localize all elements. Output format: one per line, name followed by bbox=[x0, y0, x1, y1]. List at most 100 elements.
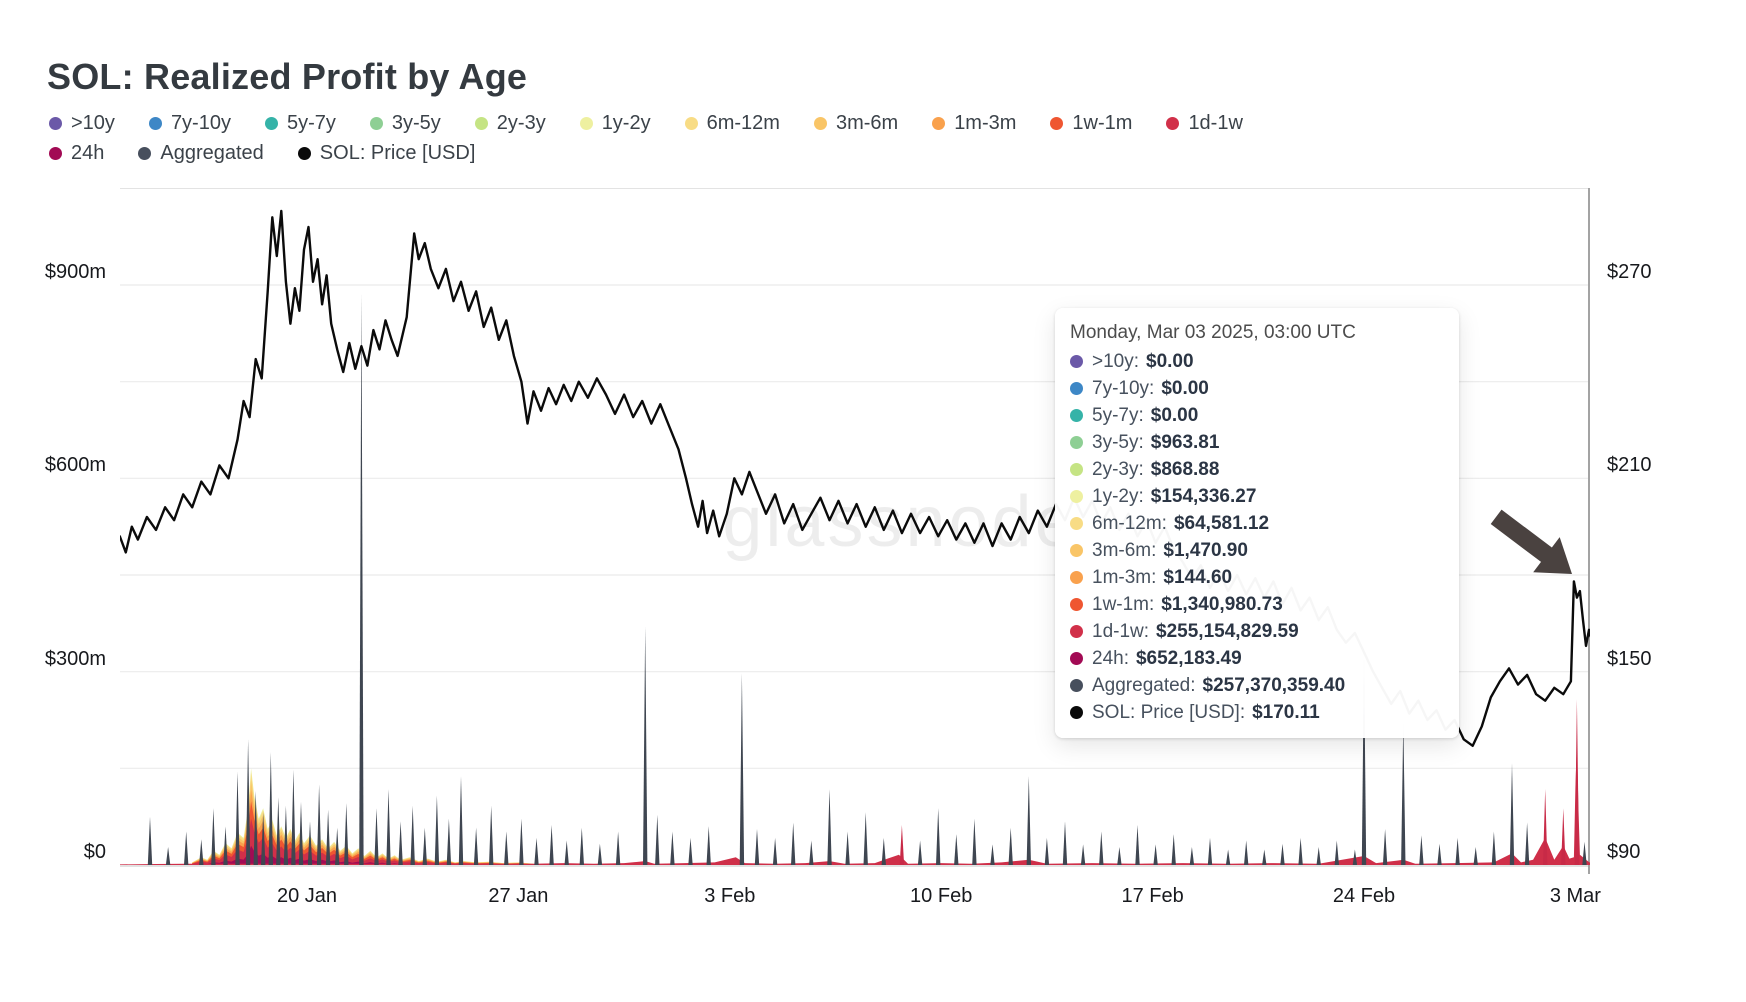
tooltip-value: $1,340,980.73 bbox=[1161, 594, 1283, 615]
realized-profit-spike bbox=[739, 673, 745, 865]
legend-item-6m-12m[interactable]: 6m-12m bbox=[684, 112, 780, 135]
realized-profit-spike bbox=[374, 808, 379, 865]
realized-profit-spike bbox=[688, 837, 693, 865]
legend-label: 24h bbox=[71, 142, 105, 164]
legend-item-24h[interactable]: 24h bbox=[49, 142, 104, 165]
tooltip-label: 1w-1m: bbox=[1092, 594, 1155, 615]
realized-profit-spike bbox=[1135, 825, 1140, 865]
realized-profit-spike bbox=[917, 840, 923, 865]
tooltip-dot-icon bbox=[1070, 625, 1083, 638]
realized-profit-spike bbox=[1044, 837, 1050, 865]
legend-item-sol-price-usd-[interactable]: SOL: Price [USD] bbox=[297, 142, 476, 165]
tooltip-label: 2y-3y: bbox=[1092, 459, 1144, 480]
realized-profit-spike bbox=[1062, 821, 1068, 865]
tooltip-dot-icon bbox=[1070, 463, 1083, 476]
x-axis-tick: 27 Jan bbox=[488, 885, 549, 907]
tooltip-value: $652,183.49 bbox=[1135, 648, 1242, 669]
realized-profit-spike bbox=[147, 816, 153, 865]
tooltip-label: 1m-3m: bbox=[1092, 567, 1157, 588]
legend-label: 5y-7y bbox=[286, 112, 336, 134]
realized-profit-spike bbox=[398, 821, 403, 865]
realized-profit-spike bbox=[473, 827, 479, 865]
tooltip-dot-icon bbox=[1070, 598, 1083, 611]
tooltip-dot-icon bbox=[1070, 409, 1083, 422]
legend-item-1y-2y[interactable]: 1y-2y bbox=[579, 112, 651, 135]
realized-profit-spike bbox=[1298, 837, 1303, 865]
realized-profit-spike bbox=[344, 803, 349, 865]
right-axis-tick: $90 bbox=[1607, 841, 1641, 863]
realized-profit-spike bbox=[211, 808, 216, 865]
chart-plot-area[interactable]: glassnode bbox=[118, 188, 1592, 880]
realized-profit-spike bbox=[1316, 847, 1321, 865]
realized-profit-spike bbox=[564, 840, 569, 865]
legend-item-3m-6m[interactable]: 3m-6m bbox=[813, 112, 899, 135]
realized-profit-spike bbox=[359, 292, 364, 865]
legend-label: 2y-3y bbox=[496, 112, 546, 134]
legend-dot-icon bbox=[49, 117, 62, 130]
legend-item-1d-1w[interactable]: 1d-1w bbox=[1166, 112, 1243, 135]
realized-profit-spike bbox=[1382, 828, 1388, 865]
tooltip-value: $64,581.12 bbox=[1173, 513, 1270, 534]
realized-profit-spike bbox=[1099, 831, 1104, 865]
realized-profit-spike bbox=[268, 752, 273, 865]
tooltip-row: 3m-6m: $1,470.90 bbox=[1070, 537, 1444, 564]
legend-item-3y-5y[interactable]: 3y-5y bbox=[369, 112, 441, 135]
legend-label: 1y-2y bbox=[601, 112, 651, 134]
tooltip-value: $257,370,359.40 bbox=[1202, 675, 1346, 696]
realized-profit-spike bbox=[1524, 822, 1530, 865]
legend-dot-icon bbox=[1050, 117, 1064, 130]
legend-item-7y-10y[interactable]: 7y-10y bbox=[148, 112, 231, 135]
legend-label: Aggregated bbox=[160, 142, 264, 164]
realized-profit-spike bbox=[827, 789, 832, 865]
legend-label: SOL: Price [USD] bbox=[319, 142, 476, 164]
legend-item-2y-3y[interactable]: 2y-3y bbox=[474, 112, 546, 135]
realized-profit-spike bbox=[1437, 843, 1442, 865]
tooltip-row: 24h: $652,183.49 bbox=[1070, 645, 1444, 672]
legend-item-aggregated[interactable]: Aggregated bbox=[138, 142, 264, 165]
realized-profit-spike bbox=[615, 831, 621, 865]
legend-dot-icon bbox=[1166, 117, 1180, 130]
legend-label: 1d-1w bbox=[1188, 112, 1243, 134]
legend-label: 3y-5y bbox=[391, 112, 441, 134]
legend-item-1w-1m[interactable]: 1w-1m bbox=[1050, 112, 1132, 135]
tooltip-dot-icon bbox=[1070, 517, 1083, 530]
page-title: SOL: Realized Profit by Age bbox=[47, 56, 528, 97]
legend-label: 3m-6m bbox=[835, 112, 899, 134]
realized-profit-spike bbox=[489, 805, 494, 865]
tooltip-row: 7y-10y: $0.00 bbox=[1070, 375, 1444, 402]
realized-profit-spike bbox=[1491, 831, 1497, 865]
realized-profit-spike bbox=[1026, 776, 1031, 865]
left-axis-tick: $0 bbox=[83, 841, 106, 863]
legend-item--10y[interactable]: >10y bbox=[49, 112, 115, 135]
realized-profit-spike bbox=[1352, 849, 1358, 865]
tooltip-label: >10y: bbox=[1092, 351, 1140, 372]
realized-profit-spike bbox=[1455, 837, 1460, 865]
realized-profit-spike bbox=[655, 814, 660, 865]
right-axis-tick: $270 bbox=[1607, 261, 1652, 283]
realized-profit-spike bbox=[772, 837, 778, 865]
realized-profit-spike bbox=[223, 826, 228, 865]
realized-profit-spike bbox=[643, 626, 648, 865]
realized-profit-spike bbox=[504, 831, 509, 865]
tooltip-value: $144.60 bbox=[1163, 567, 1233, 588]
tooltip-row: 1m-3m: $144.60 bbox=[1070, 564, 1444, 591]
tooltip-row: 3y-5y: $963.81 bbox=[1070, 429, 1444, 456]
tooltip-dot-icon bbox=[1070, 436, 1083, 449]
tooltip-label: 1d-1w: bbox=[1092, 621, 1150, 642]
realized-profit-spike bbox=[235, 771, 240, 865]
legend-dot-icon bbox=[148, 117, 162, 130]
left-axis-tick: $300m bbox=[44, 647, 106, 670]
legend-label: >10y bbox=[71, 112, 115, 134]
realized-profit-spike bbox=[245, 739, 251, 865]
legend-item-1m-3m[interactable]: 1m-3m bbox=[932, 112, 1016, 135]
legend-dot-icon bbox=[49, 147, 62, 160]
tooltip-label: 5y-7y: bbox=[1092, 405, 1144, 426]
realized-profit-spike bbox=[881, 837, 886, 865]
annotation-arrow-icon bbox=[1490, 509, 1572, 574]
realized-profit-spike bbox=[434, 795, 440, 865]
legend-dot-icon bbox=[474, 117, 488, 130]
legend-dot-icon bbox=[264, 117, 278, 130]
left-axis-tick: $600m bbox=[44, 454, 106, 477]
realized-profit-spike bbox=[307, 821, 313, 865]
legend-item-5y-7y[interactable]: 5y-7y bbox=[264, 112, 336, 135]
